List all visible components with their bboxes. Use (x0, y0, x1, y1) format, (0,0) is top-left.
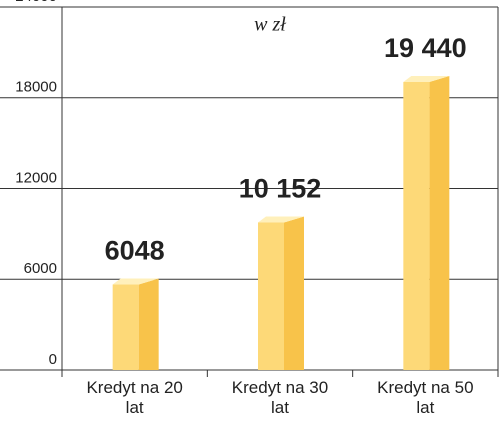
value-label: 6048 (105, 236, 165, 266)
y-tick-label: 0 (49, 351, 57, 368)
y-tick-label: 18000 (15, 79, 57, 96)
value-label: 10 152 (239, 174, 322, 204)
value-label: 19 440 (384, 33, 467, 63)
x-tick-label: Kredyt na 30 lat (231, 378, 329, 417)
bar-side (429, 75, 450, 370)
y-tick-label: 6000 (24, 260, 57, 277)
bar-top (112, 278, 159, 285)
bar (258, 222, 284, 370)
bar-top (258, 216, 304, 223)
bar-side (284, 216, 304, 370)
y-tick-label: 12000 (15, 169, 57, 186)
chart-subtitle: w zł (254, 14, 286, 36)
bar (403, 81, 430, 370)
bar-side (138, 278, 159, 370)
bar-top (403, 75, 450, 82)
x-tick-label: Kredyt na 50 lat (377, 378, 474, 417)
y-tick-label: 24000 (15, 0, 57, 5)
bar (112, 284, 139, 370)
x-tick-label: Kredyt na 20 lat (86, 378, 183, 417)
